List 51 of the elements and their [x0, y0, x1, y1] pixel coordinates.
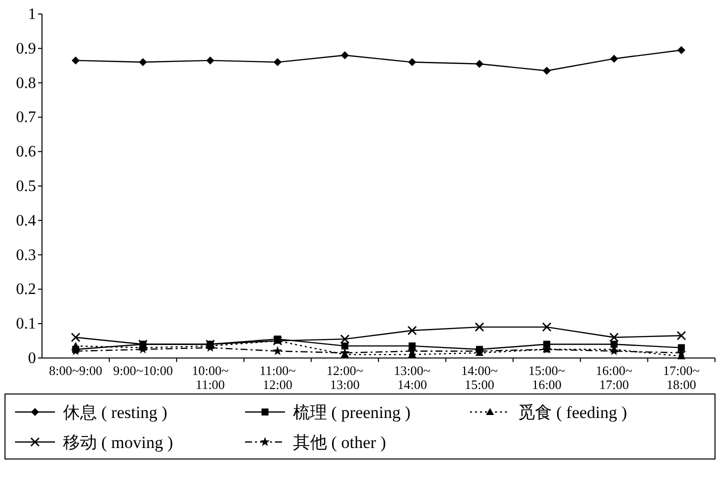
point — [610, 340, 618, 348]
y-tick-label: 0.6 — [16, 144, 36, 161]
x-tick-label: 8:00~9:00 — [49, 363, 102, 378]
point — [138, 58, 147, 66]
x-tick-label: 11:00~ 12:00 — [259, 363, 296, 392]
x-tick-label: 13:00~ 14:00 — [394, 363, 430, 392]
point — [340, 348, 350, 357]
legend-label: 觅食 ( feeding ) — [518, 403, 628, 422]
point — [610, 54, 618, 63]
point — [542, 66, 551, 75]
point — [543, 340, 550, 348]
legend-label: 其他 ( other ) — [293, 433, 386, 452]
point — [274, 58, 282, 66]
y-tick-label: 0.2 — [16, 281, 36, 298]
point — [474, 322, 484, 332]
x-tick-label: 14:00~ 15:00 — [461, 363, 498, 392]
point — [272, 346, 282, 356]
point — [408, 58, 416, 66]
legend-label: 移动 ( moving ) — [63, 433, 174, 452]
x-tick-label: 15:00~ 16:00 — [528, 363, 566, 392]
y-tick-label: 0.3 — [16, 246, 36, 264]
y-tick-label: 0.4 — [16, 212, 36, 230]
point — [70, 332, 80, 342]
x-tick-label: 17:00~ 18:00 — [663, 363, 700, 392]
point — [678, 344, 685, 352]
point — [542, 322, 552, 332]
point — [407, 326, 417, 336]
point — [408, 342, 416, 350]
point — [340, 51, 349, 60]
x-tick-label: 16:00~ 17:00 — [596, 363, 632, 392]
point — [206, 56, 214, 64]
y-tick-label: 0 — [28, 350, 36, 367]
point — [72, 56, 80, 64]
point — [340, 334, 350, 344]
point — [677, 46, 686, 54]
point — [609, 332, 619, 342]
y-tick-label: 0.5 — [16, 178, 36, 195]
x-tick-label: 9:00~10:00 — [113, 363, 173, 378]
point — [475, 60, 484, 68]
legend-label: 休息 ( resting ) — [63, 403, 168, 422]
y-tick-label: 0.7 — [16, 109, 36, 126]
point — [676, 330, 686, 340]
point — [72, 342, 80, 349]
y-tick-label: 0.9 — [16, 40, 36, 58]
y-tick-label: 0.8 — [16, 74, 36, 92]
y-tick-label: 0.1 — [16, 316, 36, 333]
point — [341, 342, 348, 350]
x-tick-label: 12:00~ 13:00 — [326, 363, 364, 392]
x-tick-label: 10:00~ 11:00 — [192, 363, 229, 392]
y-tick-label: 1 — [28, 6, 36, 23]
legend-label: 梳理 ( preening ) — [293, 403, 411, 422]
